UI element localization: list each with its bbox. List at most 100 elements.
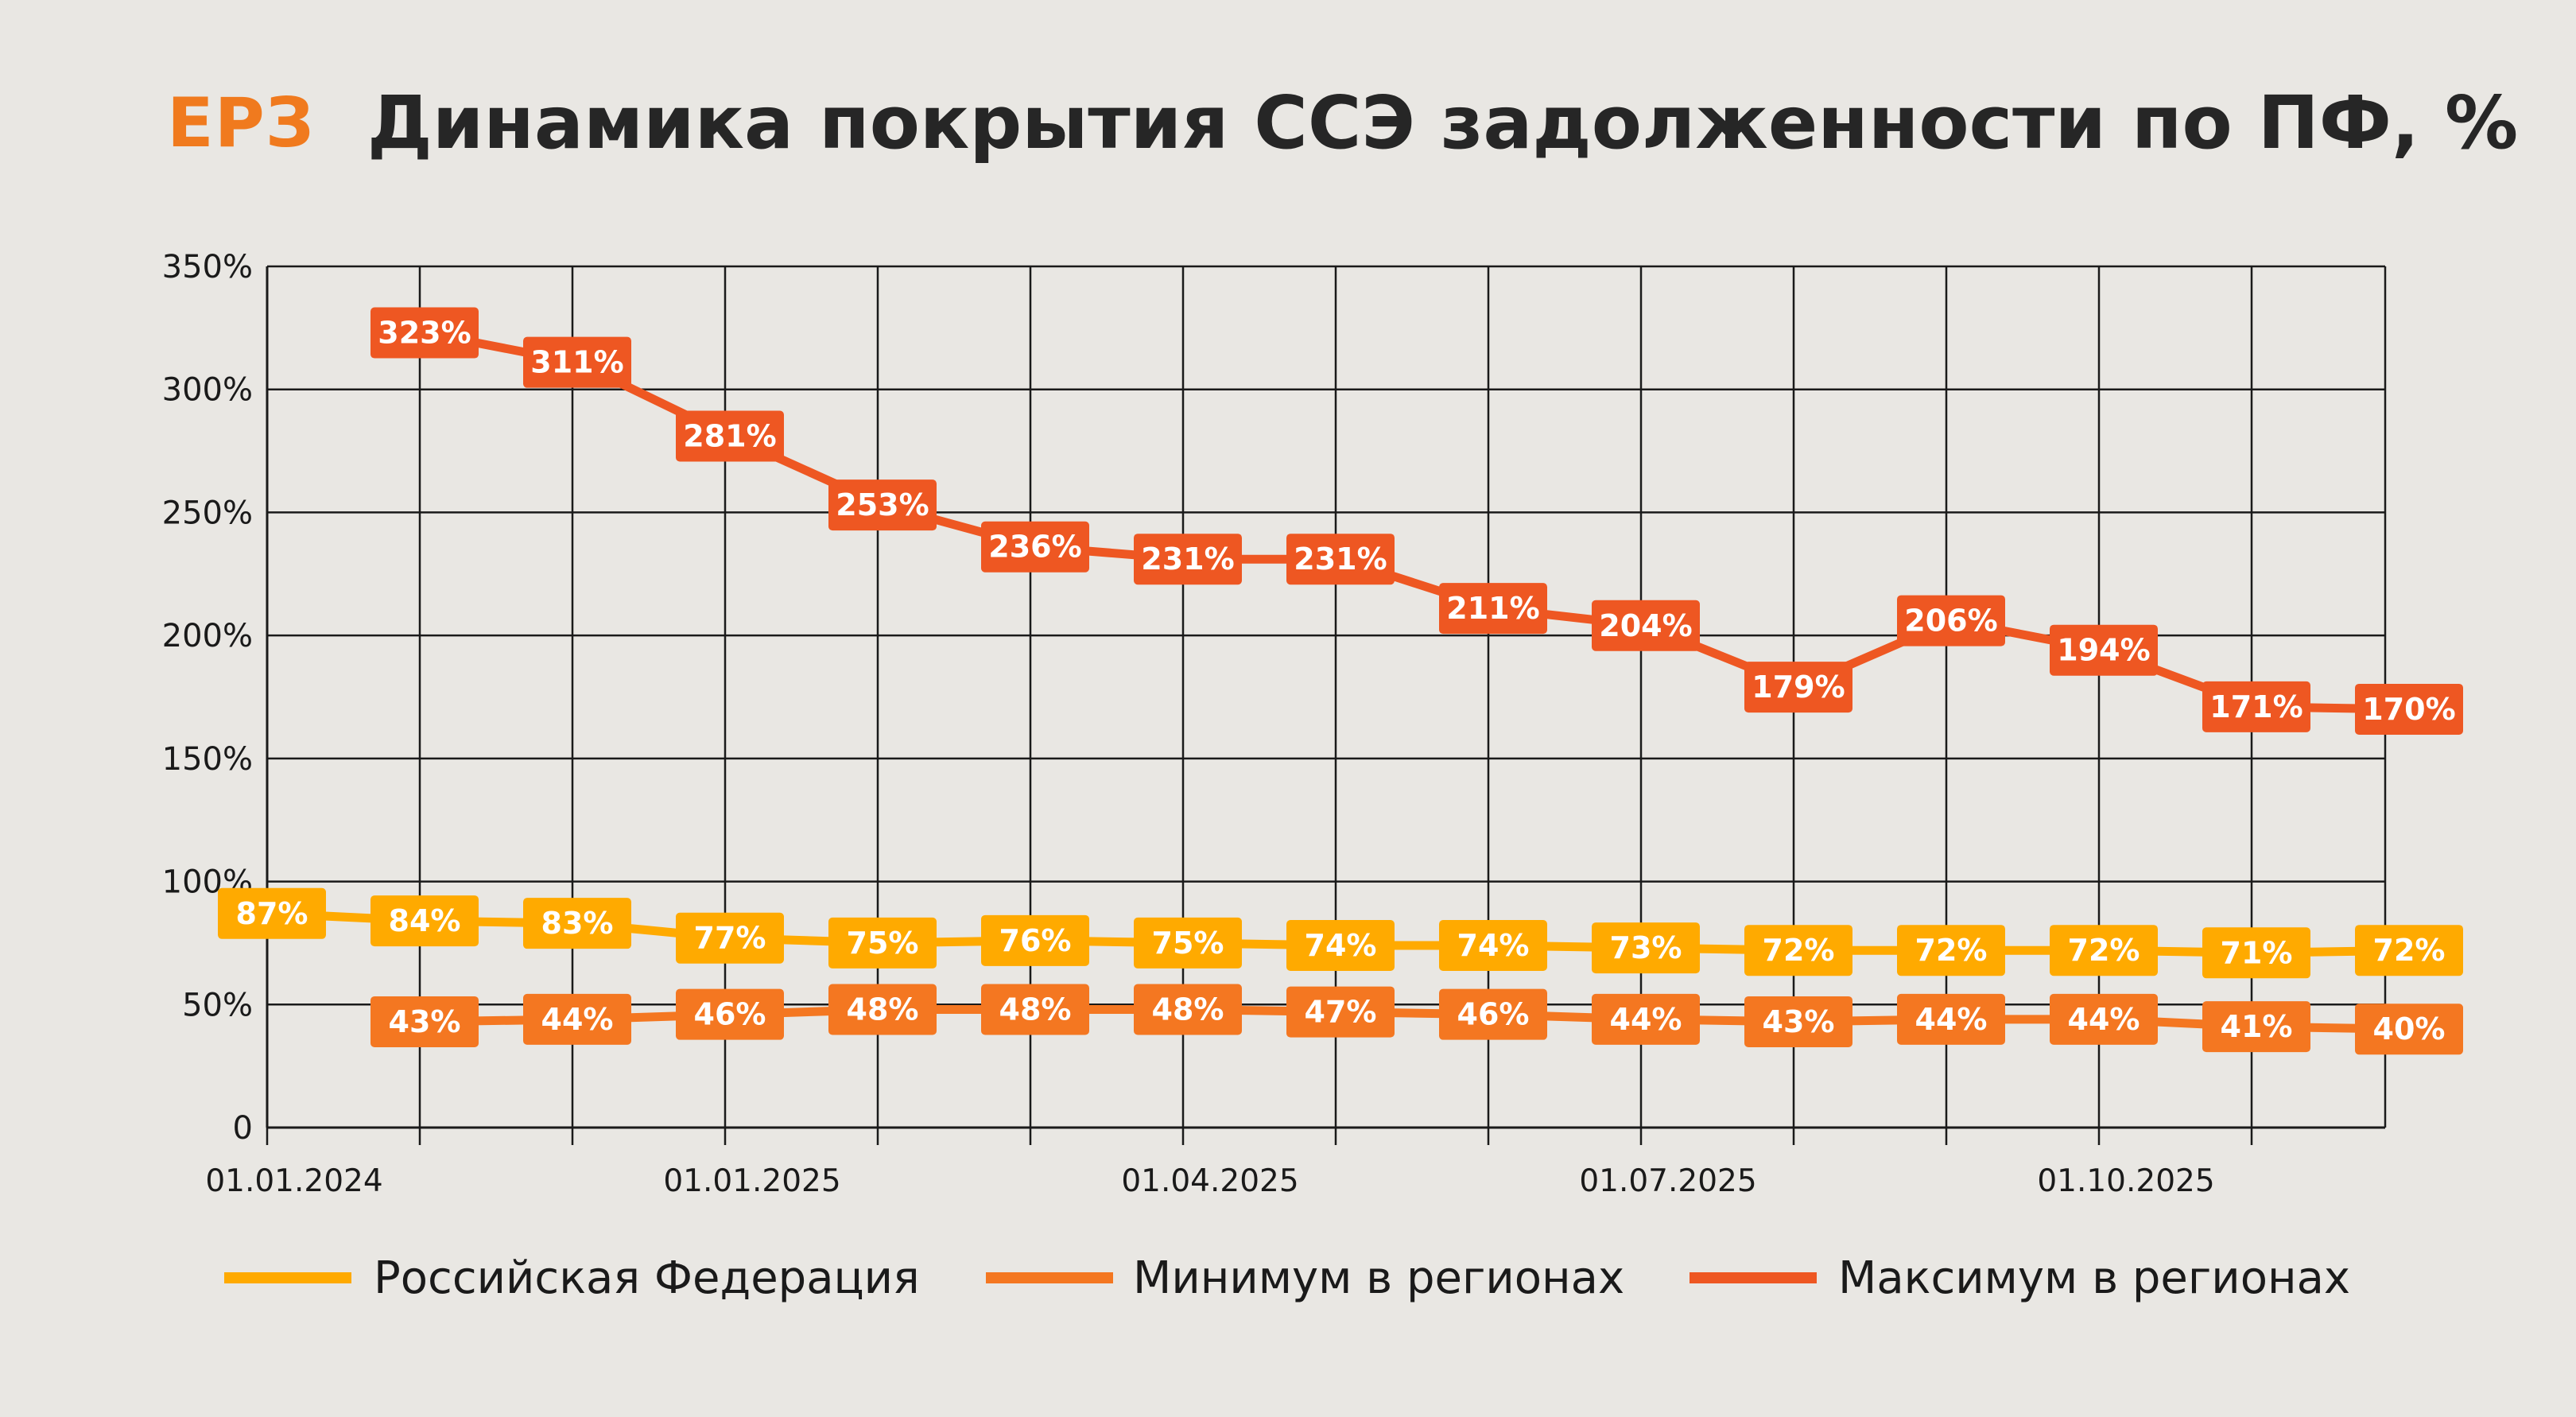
data-label: 74%	[1457, 928, 1530, 963]
data-label-box	[828, 984, 937, 1035]
data-label: 87%	[236, 896, 308, 931]
data-label-box	[370, 895, 479, 947]
data-label-box	[2050, 624, 2158, 676]
data-label-box	[2202, 927, 2310, 979]
data-label: 77%	[694, 921, 766, 956]
data-label: 44%	[2068, 1002, 2140, 1037]
data-label: 40%	[2373, 1011, 2446, 1046]
data-label-box	[1592, 600, 1700, 651]
data-label-box	[1897, 993, 2005, 1045]
data-label: 48%	[847, 992, 919, 1027]
data-label: 43%	[1763, 1004, 1835, 1039]
logo: ЕРЗ	[167, 83, 315, 163]
data-label-box	[370, 307, 479, 359]
data-label-box	[1744, 996, 1852, 1047]
legend-label: Максимум в регионах	[1838, 1252, 2350, 1304]
x-tick-label: 01.10.2025	[2037, 1163, 2214, 1199]
data-label: 48%	[999, 992, 1072, 1027]
data-label: 44%	[1915, 1002, 1988, 1037]
data-label-box	[676, 988, 784, 1040]
data-label-box	[1592, 993, 1700, 1045]
data-label-box	[676, 912, 784, 964]
data-label-box	[2050, 925, 2158, 976]
data-label: 72%	[1915, 933, 1988, 968]
data-label: 73%	[1610, 930, 1682, 965]
data-label-box	[1592, 922, 1700, 974]
data-label: 48%	[1152, 992, 1224, 1027]
data-label-box	[218, 887, 326, 939]
data-label-box	[2355, 683, 2463, 735]
data-label-box	[1439, 988, 1547, 1040]
data-label-box	[1744, 662, 1852, 713]
header: ЕРЗ Динамика покрытия ССЭ задолженности …	[167, 76, 2518, 171]
data-label: 72%	[2373, 933, 2446, 968]
data-label: 41%	[2221, 1009, 2293, 1044]
data-label-box	[981, 521, 1089, 573]
data-label: 236%	[988, 530, 1081, 565]
y-tick-label: 200%	[162, 618, 253, 654]
x-tick-label: 01.01.2025	[663, 1163, 840, 1199]
data-label-box	[1286, 920, 1395, 972]
legend: Российская Федерация Минимум в регионах Ма…	[224, 1252, 2350, 1304]
y-tick-label: 0	[233, 1110, 253, 1147]
data-label-box	[1439, 583, 1547, 635]
data-label-box	[370, 996, 479, 1047]
data-label: 211%	[1446, 591, 1539, 626]
data-label: 72%	[2068, 933, 2140, 968]
data-label-box	[2355, 1004, 2463, 1055]
y-tick-label: 150%	[162, 741, 253, 778]
data-label-box	[1897, 925, 2005, 976]
data-label: 46%	[694, 997, 766, 1032]
data-label-box	[523, 993, 631, 1045]
data-label: 74%	[1305, 928, 1377, 963]
data-label-box	[981, 914, 1089, 966]
x-tick-label: 01.07.2025	[1579, 1163, 1756, 1199]
data-label: 72%	[1763, 933, 1835, 968]
x-tick-labels: 01.01.2024 01.01.2025 01.04.2025 01.07.2025…	[205, 1163, 2214, 1199]
data-label: 76%	[999, 923, 1072, 958]
data-label: 311%	[530, 345, 623, 380]
data-label-box	[2202, 1001, 2310, 1053]
data-label-box	[1439, 920, 1547, 972]
data-label: 44%	[1610, 1002, 1682, 1037]
data-label-box	[2355, 925, 2463, 976]
data-label: 170%	[2362, 692, 2455, 727]
chart-title: Динамика покрытия ССЭ задолженности по П…	[367, 80, 2519, 165]
data-label: 84%	[389, 903, 461, 938]
data-label-box	[1744, 925, 1852, 976]
legend-label: Минимум в регионах	[1133, 1252, 1624, 1304]
data-label-box	[1286, 986, 1395, 1038]
legend-label: Российская Федерация	[374, 1252, 920, 1304]
data-label: 323%	[378, 316, 471, 351]
data-label: 204%	[1599, 608, 1692, 643]
y-tick-label: 300%	[162, 372, 253, 409]
data-label: 75%	[1152, 926, 1224, 961]
data-label: 194%	[2057, 633, 2150, 668]
series-data-labels: 323% 311% 281% 253% 236% 231% 231% 211% 204% 179%…	[370, 307, 2463, 735]
data-label: 83%	[541, 906, 614, 941]
data-label: 179%	[1752, 670, 1845, 705]
data-label-box	[523, 898, 631, 949]
data-label-box	[676, 410, 784, 462]
data-label: 253%	[836, 487, 929, 522]
data-label-box	[1134, 534, 1242, 585]
data-label-box	[1134, 984, 1242, 1035]
data-label: 46%	[1457, 997, 1530, 1032]
data-label-box	[981, 984, 1089, 1035]
data-label-box	[2202, 681, 2310, 732]
y-tick-label: 250%	[162, 495, 253, 531]
data-label-box	[828, 917, 937, 969]
x-tick-label: 01.04.2025	[1121, 1163, 1298, 1199]
y-tick-label: 350%	[162, 249, 253, 285]
data-label-box	[1897, 595, 2005, 646]
data-label: 44%	[541, 1002, 614, 1037]
x-tick-label: 01.01.2024	[205, 1163, 382, 1199]
data-label: 231%	[1141, 542, 1234, 577]
data-label: 71%	[2221, 935, 2293, 970]
y-tick-labels: 050%100%150%200%250%300%350%	[162, 249, 253, 1147]
data-label-box	[1286, 534, 1395, 585]
data-label-box	[1134, 917, 1242, 969]
data-label: 281%	[683, 419, 776, 454]
data-label-box	[828, 479, 937, 531]
